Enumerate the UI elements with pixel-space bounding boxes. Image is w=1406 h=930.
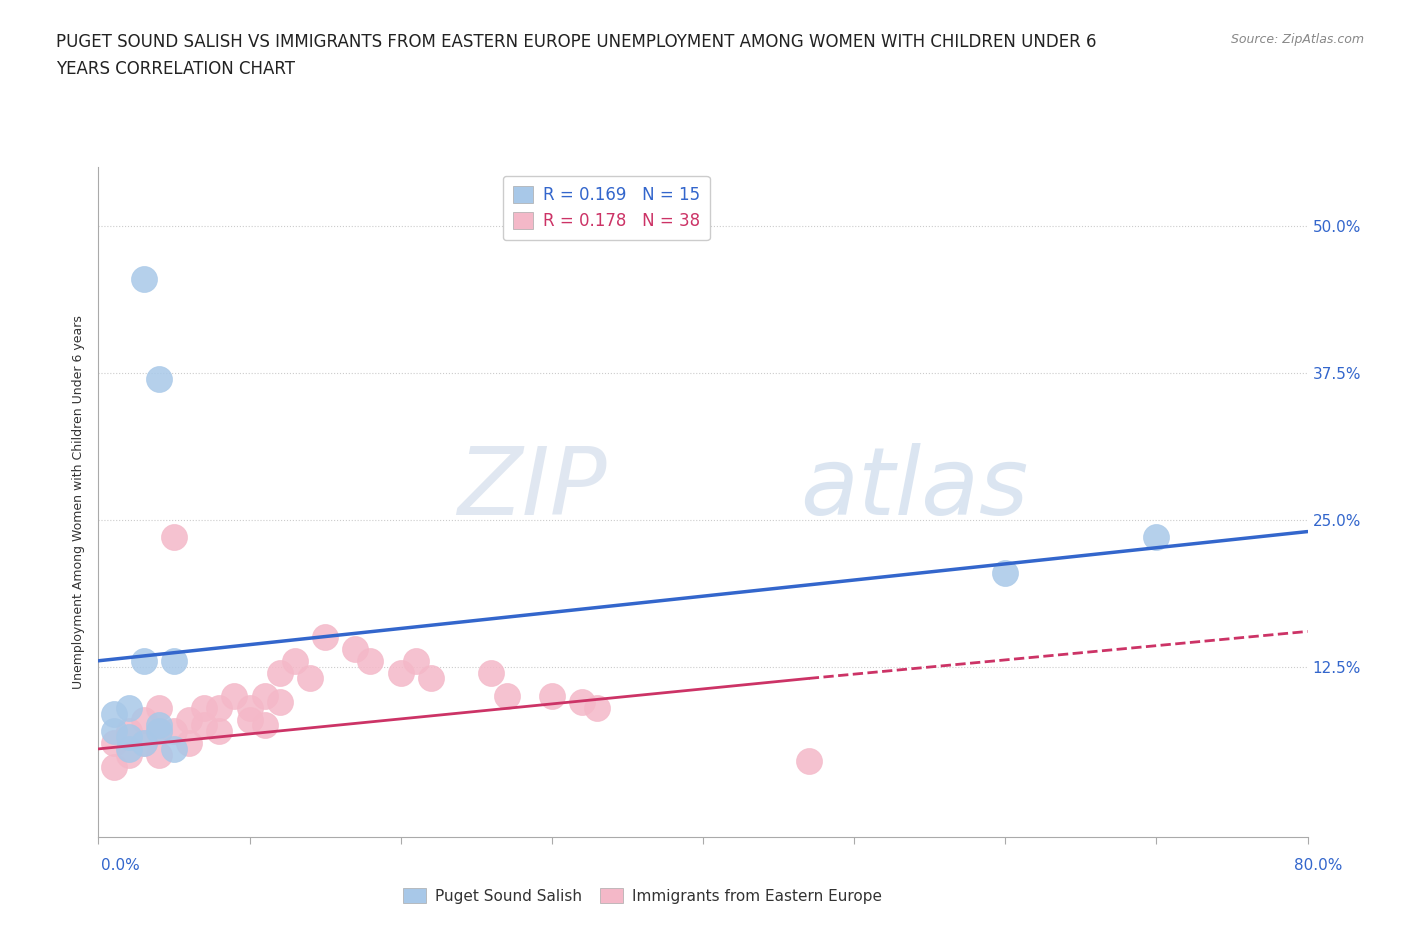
Point [193, 718, 215, 733]
Point [148, 371, 170, 386]
Point [344, 642, 367, 657]
Point [481, 665, 503, 680]
Point [118, 724, 141, 738]
Point [253, 688, 276, 703]
Point [103, 706, 125, 721]
Point [148, 700, 170, 715]
Point [239, 712, 262, 727]
Text: atlas: atlas [800, 444, 1028, 535]
Point [103, 736, 125, 751]
Point [118, 730, 141, 745]
Point [284, 654, 307, 669]
Point [571, 695, 593, 710]
Point [103, 759, 125, 774]
Point [118, 700, 141, 715]
Point [193, 700, 215, 715]
Point [269, 665, 291, 680]
Point [239, 700, 262, 715]
Point [224, 688, 246, 703]
Point [148, 718, 170, 733]
Point [269, 695, 291, 710]
Text: 0.0%: 0.0% [101, 857, 141, 872]
Text: 80.0%: 80.0% [1295, 857, 1343, 872]
Y-axis label: Unemployment Among Women with Children Under 6 years: Unemployment Among Women with Children U… [72, 315, 86, 689]
Text: PUGET SOUND SALISH VS IMMIGRANTS FROM EASTERN EUROPE UNEMPLOYMENT AMONG WOMEN WI: PUGET SOUND SALISH VS IMMIGRANTS FROM EA… [56, 33, 1097, 50]
Point [132, 654, 155, 669]
Point [420, 671, 443, 685]
Point [797, 753, 820, 768]
Point [132, 736, 155, 751]
Point [148, 724, 170, 738]
Point [208, 700, 231, 715]
Point [540, 688, 562, 703]
Point [132, 272, 155, 286]
Point [118, 748, 141, 763]
Point [360, 654, 382, 669]
Text: ZIP: ZIP [457, 444, 606, 535]
Point [253, 718, 276, 733]
Point [103, 724, 125, 738]
Point [163, 741, 186, 756]
Point [314, 630, 336, 644]
Point [163, 724, 186, 738]
Point [994, 565, 1017, 580]
Point [148, 724, 170, 738]
Point [132, 712, 155, 727]
Point [179, 736, 201, 751]
Point [405, 654, 427, 669]
Legend: Puget Sound Salish, Immigrants from Eastern Europe: Puget Sound Salish, Immigrants from East… [396, 882, 889, 910]
Point [389, 665, 412, 680]
Point [179, 712, 201, 727]
Point [1144, 530, 1167, 545]
Point [208, 724, 231, 738]
Point [495, 688, 517, 703]
Point [148, 748, 170, 763]
Point [163, 654, 186, 669]
Point [163, 530, 186, 545]
Text: Source: ZipAtlas.com: Source: ZipAtlas.com [1230, 33, 1364, 46]
Text: YEARS CORRELATION CHART: YEARS CORRELATION CHART [56, 60, 295, 78]
Point [132, 736, 155, 751]
Point [586, 700, 609, 715]
Point [299, 671, 322, 685]
Point [118, 741, 141, 756]
